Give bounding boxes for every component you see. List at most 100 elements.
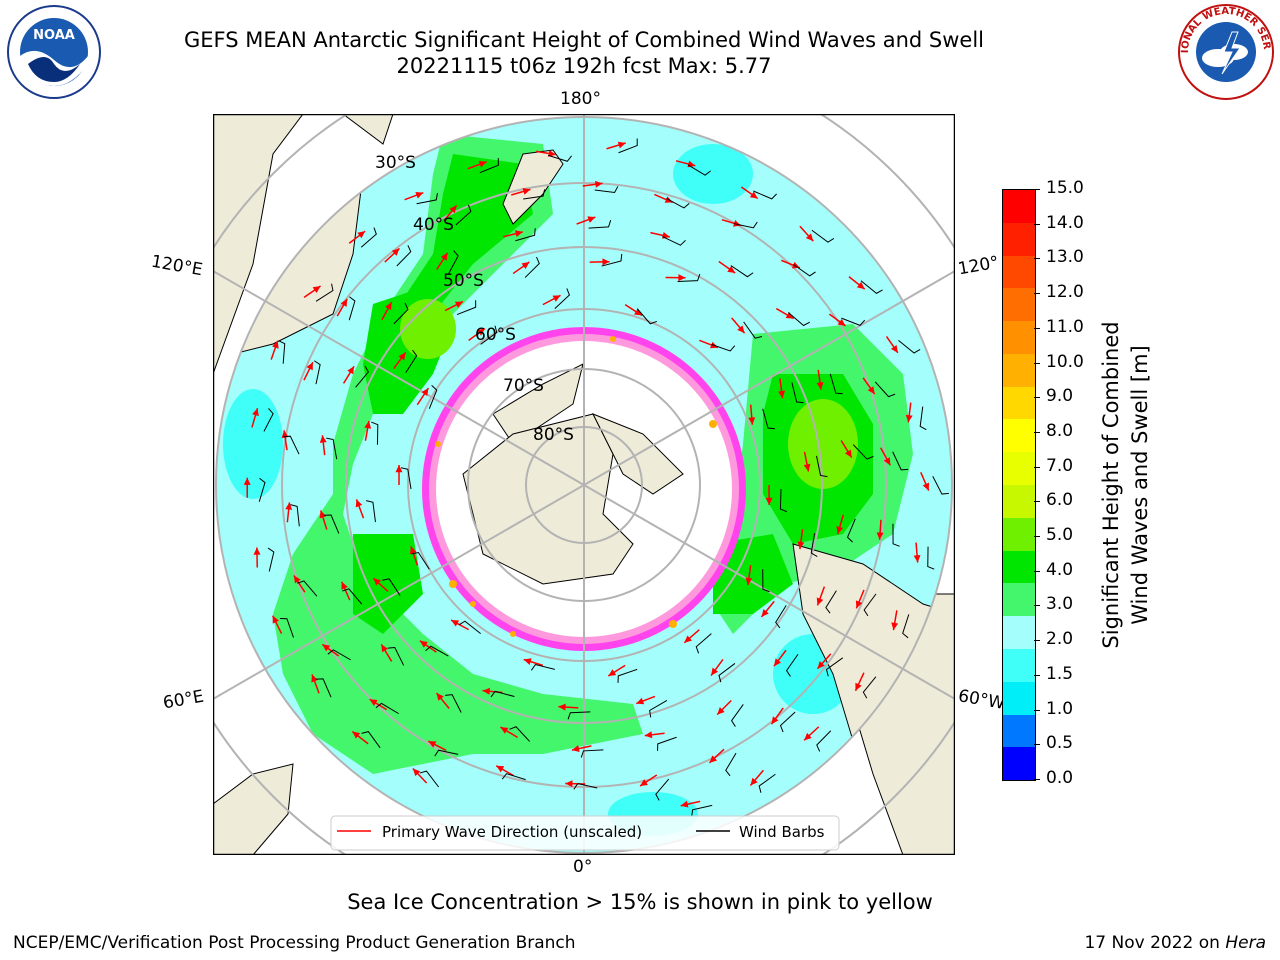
wave-arrow-head [409,546,417,555]
wave-arrow-head [322,644,331,652]
wave-arrow-head [391,248,400,256]
wind-barb [455,204,472,226]
wind-barb [479,158,499,174]
colorbar-tick-label: 13.0 [1046,247,1084,268]
wave-arrow-head [855,600,863,609]
colorbar-segment [1003,648,1035,682]
wave-arrow-head [745,577,753,586]
wind-barb [290,504,300,527]
wind-barb [342,588,363,605]
wave-arrow-head [421,388,429,396]
wave-arrow-head [748,417,756,425]
wave-arrow-head [737,325,745,334]
wind-barb [355,365,369,388]
wave-arrow-head [369,699,378,706]
colorbar-segment [1003,288,1035,322]
wind-barb [666,197,690,209]
sea-ice-note: Sea Ice Concentration > 15% is shown in … [347,890,933,914]
wind-barb [400,467,412,490]
wave-arrow-head [876,532,884,540]
wave-arrow-head [856,281,865,290]
wave-arrow-head [415,191,424,199]
wave-arrow-head [844,449,852,458]
wind-barb [458,620,481,635]
wind-barb [601,253,623,267]
land-antarctica [462,413,634,585]
colorbar-tick-label: 7.0 [1046,455,1074,476]
colorbar-tick-label: 5.0 [1046,525,1074,546]
wave-arrow-head [922,482,930,491]
colorbar-tick-label: 0.5 [1046,733,1074,754]
wave-arrow-head [319,435,327,443]
wind-barb [419,770,440,788]
wind-barb [375,702,399,715]
colorbar-tick-mark [1034,501,1040,503]
wind-barb [267,547,275,572]
wind-barb [841,317,866,326]
colorbar-tick-label: 4.0 [1046,559,1074,580]
colorbar-tick-mark [1034,709,1040,711]
wave-arrow-head [476,328,485,336]
wave-arrow-head [709,755,718,763]
wave-arrow-head [285,502,293,510]
wave-arrow-head [357,231,366,239]
wave-arrow-head [523,658,532,665]
wind-barb [730,265,754,278]
wind-barb [445,694,462,713]
colorbar-segment [1003,583,1035,617]
colorbar-tick-mark [1034,779,1040,780]
wind-barb [874,381,896,398]
colorbar-segment [1003,255,1035,289]
colorbar-tick-mark [1034,466,1040,468]
legend-barb-label: Wind Barbs [739,823,825,841]
lon-label-60w: 60°W [956,686,1007,714]
wind-barb [548,154,572,162]
wind-barb [617,668,638,683]
wind-barb [448,250,459,274]
wave-arrow-head [644,731,653,739]
wind-barb [753,190,778,200]
wind-barb [366,500,376,523]
wind-barb [416,192,438,205]
colorbar-tick-label: 8.0 [1046,420,1074,441]
lon-label-0: 0° [573,857,593,877]
lat-label-80: 80°S [533,425,574,445]
colorbar-tick-label: 6.0 [1046,490,1074,511]
wind-barb [758,773,776,793]
wave-arrow-head [816,382,824,390]
wind-barb [775,605,787,629]
wind-barb [662,236,686,246]
wind-barb [501,773,526,781]
wind-barb [687,164,711,176]
wind-barb [725,752,737,777]
wind-barb [636,308,658,325]
wind-barb [324,514,340,534]
wave-arrow-head [412,768,421,777]
wave-arrow-head [636,697,645,705]
wind-barb [425,645,449,657]
wind-barb [258,477,266,502]
lat-label-40: 40°S [413,215,454,235]
wave-arrow-head [791,261,800,269]
wind-barb [762,569,770,593]
wave-arrow-head [436,693,444,701]
wave-arrow-head [765,497,773,505]
wave-arrow-head [381,644,389,653]
wind-barb [314,360,321,385]
wind-barb [733,221,758,229]
wind-barb [480,325,498,345]
wind-barb [657,736,677,751]
colorbar-ticks: 15.0 14.0 13.0 12.0 11.0 10.0 9.0 8.0 7.0 6.0 5.0 4… [1034,178,1096,791]
wave-arrow-head [797,541,805,550]
wave-arrow-head [449,205,457,214]
wave-arrow-head [311,674,318,683]
wave-arrow-head [312,286,321,293]
lat-label-70: 70°S [503,376,544,396]
colorbar-tick-mark [1034,570,1040,572]
wind-barb [779,488,788,513]
wind-barb [387,647,405,666]
colorbar-tick-label: 12.0 [1046,282,1084,303]
wave-arrow-head [905,414,913,423]
colorbar-tick-mark [1034,674,1040,676]
wind-barb [810,533,818,558]
